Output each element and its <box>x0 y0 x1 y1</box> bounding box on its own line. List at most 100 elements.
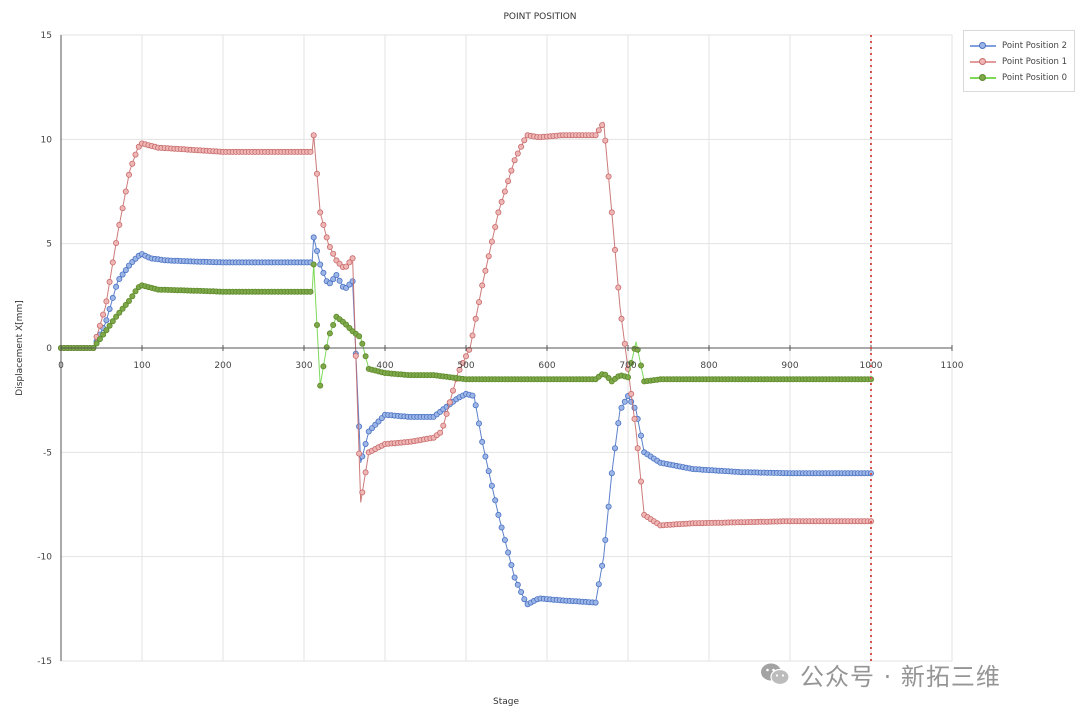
data-point <box>356 333 363 340</box>
data-point <box>96 336 103 343</box>
data-point <box>100 311 107 318</box>
data-point <box>634 445 641 452</box>
data-point <box>122 267 129 274</box>
x-tick-label: 300 <box>295 361 312 371</box>
data-point <box>362 353 369 360</box>
legend-item-point-position-2[interactable]: Point Position 2 <box>970 39 1067 53</box>
data-point <box>479 282 486 289</box>
data-point <box>119 205 126 212</box>
data-point <box>113 239 120 246</box>
data-point <box>359 489 366 496</box>
data-point <box>605 503 612 510</box>
legend-item-point-position-0[interactable]: Point Position 0 <box>970 71 1067 85</box>
data-point <box>313 247 320 254</box>
legend-item-point-position-1[interactable]: Point Position 1 <box>970 55 1067 69</box>
data-point <box>346 259 353 266</box>
data-point <box>119 305 126 312</box>
data-point <box>638 362 645 369</box>
x-tick-label: 200 <box>214 361 231 371</box>
data-point <box>132 288 139 295</box>
data-point <box>320 363 327 370</box>
watermark: 公众号 · 新拓三维 <box>760 656 1001 692</box>
x-tick-label: 1100 <box>941 361 964 371</box>
data-point <box>495 209 502 216</box>
y-tick-label: 0 <box>46 344 52 354</box>
data-point <box>628 398 635 405</box>
data-point <box>106 278 113 285</box>
data-point <box>326 243 333 250</box>
data-point <box>485 253 492 260</box>
data-point <box>129 160 136 167</box>
data-point <box>317 261 324 268</box>
data-point <box>621 340 628 347</box>
data-point <box>359 340 366 347</box>
data-point <box>469 332 476 339</box>
data-point <box>356 423 363 430</box>
data-point <box>343 263 350 270</box>
data-point <box>313 170 320 177</box>
data-point <box>508 562 515 569</box>
data-point <box>521 137 528 144</box>
data-point <box>320 221 327 228</box>
data-point <box>310 261 317 268</box>
data-point <box>310 132 317 139</box>
data-point <box>109 259 116 266</box>
series-area <box>58 121 875 608</box>
data-point <box>462 353 469 360</box>
data-point <box>119 271 126 278</box>
data-point <box>618 315 625 322</box>
data-point <box>498 198 505 205</box>
data-point <box>330 250 337 257</box>
x-tick-label: 800 <box>700 361 717 371</box>
data-point <box>456 366 463 373</box>
data-point <box>113 313 120 320</box>
data-point <box>362 469 369 476</box>
x-tick-label: 400 <box>376 361 393 371</box>
data-point <box>511 157 518 164</box>
data-point <box>126 297 133 304</box>
data-point <box>330 276 337 283</box>
data-point <box>602 537 609 544</box>
data-point <box>615 284 622 291</box>
data-point <box>93 340 100 347</box>
data-point <box>122 188 129 195</box>
legend-label: Point Position 0 <box>1002 73 1068 83</box>
data-point <box>116 309 123 316</box>
data-point <box>475 299 482 306</box>
data-point <box>495 511 502 518</box>
data-point <box>618 404 625 411</box>
y-tick-label: -5 <box>43 448 52 458</box>
data-point <box>320 269 327 276</box>
y-tick-label: -10 <box>37 553 52 563</box>
y-tick-label: 10 <box>41 135 53 145</box>
data-point <box>488 238 495 245</box>
data-point <box>109 294 116 301</box>
data-point <box>323 234 330 241</box>
data-point <box>479 438 486 445</box>
x-axis-label: Stage <box>493 697 519 707</box>
data-point <box>443 410 450 417</box>
data-point <box>336 277 343 284</box>
data-point <box>592 132 599 139</box>
data-point <box>628 390 635 397</box>
data-point <box>317 209 324 216</box>
data-point <box>608 470 615 477</box>
legend-label: Point Position 1 <box>1002 57 1068 67</box>
data-point <box>511 574 518 581</box>
data-point <box>446 399 453 406</box>
data-point <box>330 321 337 328</box>
data-point <box>488 482 495 489</box>
data-point <box>475 420 482 427</box>
data-point <box>103 298 110 305</box>
data-point <box>505 549 512 556</box>
data-point <box>307 148 314 155</box>
data-point <box>106 305 113 312</box>
data-point <box>469 392 476 399</box>
x-tick-label: 700 <box>619 361 636 371</box>
data-point <box>440 422 447 429</box>
data-point <box>472 402 479 409</box>
data-point <box>472 315 479 322</box>
data-point <box>109 318 116 325</box>
data-point <box>96 322 103 329</box>
data-point <box>501 188 508 195</box>
